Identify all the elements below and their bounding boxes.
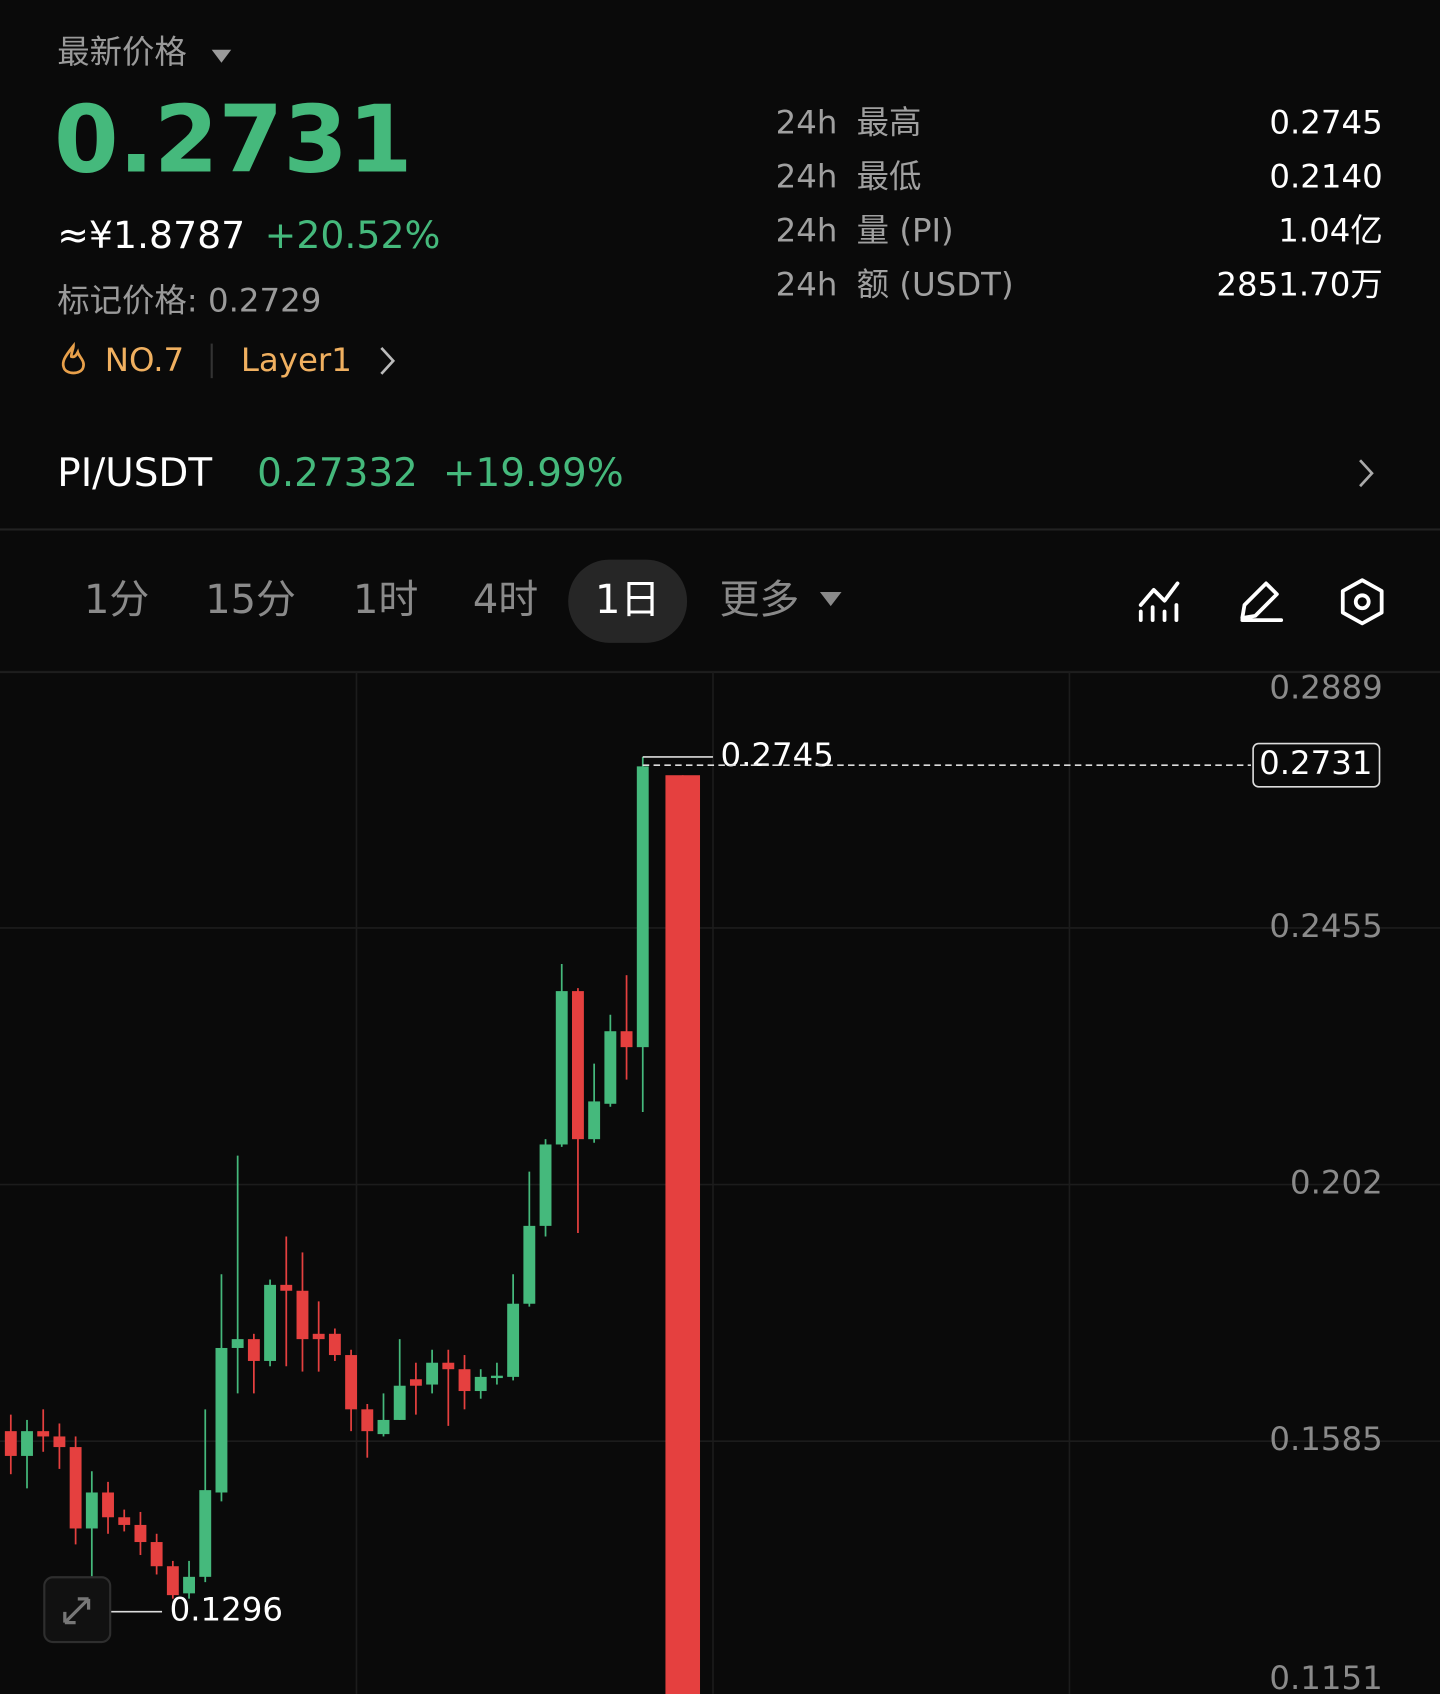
indicator-icon[interactable]	[1138, 581, 1180, 623]
candle-body	[296, 1290, 309, 1340]
candle-body	[4, 1431, 17, 1456]
interval-tab[interactable]: 1时	[353, 577, 418, 623]
last-price-box	[1252, 742, 1381, 788]
candle-body	[53, 1436, 66, 1448]
chevron[interactable]	[1359, 459, 1374, 488]
y-tick-label: 0.202	[1290, 1164, 1383, 1202]
candle-body	[69, 1447, 82, 1529]
candle-body	[442, 1362, 455, 1370]
candle-body	[507, 1303, 520, 1377]
y-tick-label: 0.2455	[1269, 907, 1382, 945]
candle-body	[474, 1376, 487, 1392]
cny-price: ≈¥1.8787	[57, 213, 245, 257]
candle-body	[555, 991, 568, 1145]
stat-period: 24h	[776, 211, 838, 249]
flame-icon	[61, 341, 85, 375]
stat-value: 2851.70万	[1216, 265, 1382, 303]
candle-body	[312, 1333, 325, 1340]
stat-period: 24h	[776, 157, 838, 195]
stat-value: 0.2745	[1269, 103, 1382, 141]
change: +20.52%	[265, 213, 441, 257]
settings-icon-center	[1353, 593, 1371, 611]
stat-period: 24h	[776, 265, 838, 303]
candle-body	[490, 1375, 503, 1379]
candle-body	[328, 1333, 341, 1356]
low-label: 0.1296	[170, 1591, 283, 1629]
candle-body	[409, 1379, 422, 1386]
candle-body	[588, 1101, 601, 1140]
candle-body	[21, 1431, 33, 1456]
expand-icon	[63, 1597, 91, 1625]
pair-symbol[interactable]: PI/USDT	[57, 451, 212, 496]
candle-body	[199, 1490, 212, 1577]
last-price-label: 0.2731	[1259, 744, 1372, 782]
candle-body	[345, 1355, 358, 1410]
candle-body	[215, 1347, 228, 1493]
candle-body	[118, 1517, 131, 1525]
candle-body	[150, 1542, 163, 1567]
interval-tab[interactable]: 1分	[84, 577, 149, 623]
chevron[interactable]	[380, 347, 396, 375]
candle-body	[636, 766, 649, 1048]
pair-price: 0.27332	[257, 451, 418, 496]
sector[interactable]: Layer1	[241, 341, 352, 379]
candle-body	[665, 775, 701, 1694]
candle-body	[572, 991, 584, 1140]
candle-body	[377, 1419, 390, 1435]
stat-value: 0.2140	[1269, 157, 1382, 195]
candle-body	[102, 1492, 114, 1518]
candle-body	[85, 1492, 98, 1529]
price-label[interactable]: 最新价格	[57, 33, 187, 71]
stat-label: 最低	[857, 157, 922, 195]
candle-body	[620, 1031, 633, 1048]
candle-body	[280, 1284, 293, 1291]
candle-body	[426, 1362, 439, 1385]
stat-label: 最高	[857, 103, 922, 141]
candle-body	[166, 1566, 179, 1596]
candle-body	[604, 1031, 617, 1104]
candle-body	[393, 1385, 406, 1420]
last-price: 0.2731	[54, 85, 412, 193]
selected-pill	[568, 559, 688, 643]
interval-tabs: 1分 15分 1时 4时 1日 更多	[84, 559, 842, 643]
candle-body	[361, 1409, 374, 1432]
stat-label: 量 (PI)	[857, 211, 954, 249]
candle-body	[458, 1369, 471, 1392]
rank[interactable]: NO.7	[105, 341, 184, 379]
interval-tab[interactable]: 15分	[205, 577, 296, 623]
y-tick-label: 0.1151	[1269, 1659, 1382, 1694]
high-label: 0.2745	[721, 736, 834, 774]
stat-period: 24h	[776, 103, 838, 141]
candle-body	[247, 1339, 260, 1361]
candle-body	[523, 1225, 536, 1304]
y-tick-label: 0.2889	[1269, 668, 1382, 706]
candle-body	[264, 1284, 277, 1361]
pair-change: +19.99%	[443, 451, 624, 496]
candle-body	[183, 1576, 195, 1594]
interval-tab[interactable]: 更多	[719, 577, 799, 623]
candle-body	[37, 1431, 50, 1437]
candle-body	[134, 1524, 147, 1543]
candle-body	[231, 1339, 244, 1348]
dropdown-arrow[interactable]	[211, 49, 232, 63]
dropdown-arrow[interactable]	[819, 592, 842, 607]
stat-label: 额 (USDT)	[857, 265, 1014, 303]
interval-tab[interactable]: 4时	[473, 577, 538, 623]
y-tick-label: 0.1585	[1269, 1420, 1382, 1458]
stats: 24h 最高 0.2745 24h 最低 0.2140 24h 量 (PI) 1.04亿 24h 额…	[776, 103, 1383, 303]
candle-body	[539, 1144, 552, 1226]
candle-chart: 0.2889 0.2455 0.202 0.1585 0.1151 0.2745 0.129…	[0, 668, 1440, 1694]
draw-icon[interactable]	[1240, 581, 1284, 623]
settings-icon[interactable]	[1340, 578, 1384, 626]
stat-value: 1.04亿	[1278, 211, 1383, 249]
interval-tab[interactable]: 1日	[595, 577, 660, 623]
mark-price: 标记价格: 0.2729	[57, 282, 321, 320]
